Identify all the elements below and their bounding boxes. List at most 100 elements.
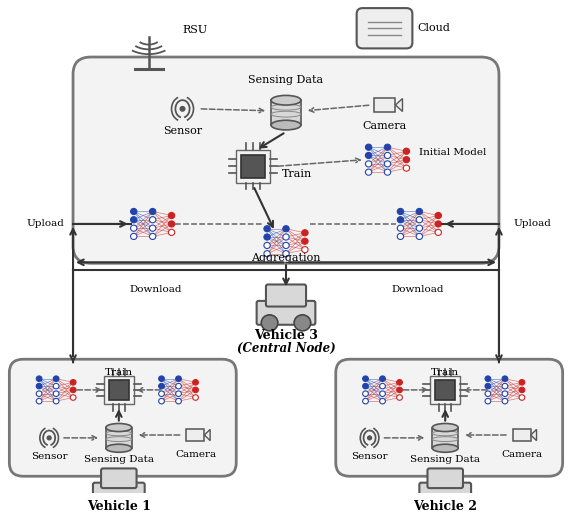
Circle shape — [502, 398, 508, 404]
Text: Sensor: Sensor — [31, 452, 67, 461]
Circle shape — [485, 376, 491, 381]
Circle shape — [264, 242, 271, 248]
Circle shape — [176, 383, 181, 389]
Circle shape — [384, 169, 391, 175]
Circle shape — [502, 383, 508, 389]
Circle shape — [70, 395, 76, 400]
Text: Sensing Data: Sensing Data — [248, 75, 324, 85]
Circle shape — [398, 208, 404, 215]
Polygon shape — [531, 430, 537, 441]
Circle shape — [435, 229, 442, 236]
Text: Download: Download — [129, 285, 182, 294]
Circle shape — [130, 225, 137, 231]
Circle shape — [176, 376, 181, 381]
Circle shape — [168, 229, 174, 236]
Circle shape — [283, 250, 289, 257]
Text: Vehicle 1: Vehicle 1 — [87, 500, 151, 512]
Circle shape — [519, 387, 525, 393]
FancyBboxPatch shape — [419, 483, 471, 504]
Ellipse shape — [271, 95, 301, 105]
Bar — [109, 380, 129, 399]
Circle shape — [36, 376, 42, 381]
Text: Train: Train — [105, 368, 133, 377]
Ellipse shape — [271, 120, 301, 130]
Bar — [271, 100, 301, 125]
Circle shape — [416, 225, 423, 231]
Circle shape — [168, 212, 174, 219]
Circle shape — [366, 161, 372, 167]
FancyBboxPatch shape — [257, 301, 315, 325]
Circle shape — [384, 153, 391, 159]
Circle shape — [193, 379, 198, 385]
Text: Vehicle 2: Vehicle 2 — [413, 500, 477, 512]
Circle shape — [176, 391, 181, 396]
Text: Sensor: Sensor — [163, 126, 202, 136]
Circle shape — [384, 161, 391, 167]
Circle shape — [380, 383, 386, 389]
FancyBboxPatch shape — [266, 285, 306, 307]
Text: Sensor: Sensor — [351, 452, 388, 461]
FancyBboxPatch shape — [427, 468, 463, 488]
Circle shape — [485, 398, 491, 404]
FancyBboxPatch shape — [101, 468, 137, 488]
Bar — [236, 150, 270, 183]
Text: Train: Train — [431, 368, 459, 377]
Circle shape — [149, 233, 156, 240]
Circle shape — [301, 230, 308, 236]
Text: Cloud: Cloud — [418, 23, 451, 33]
Circle shape — [193, 395, 198, 400]
Text: Train: Train — [282, 169, 312, 179]
Bar — [430, 375, 460, 404]
Ellipse shape — [432, 423, 458, 432]
Text: RSU: RSU — [183, 25, 208, 35]
Circle shape — [294, 315, 311, 331]
Circle shape — [264, 250, 271, 257]
Circle shape — [158, 391, 164, 396]
Text: Sensing Data: Sensing Data — [410, 456, 480, 464]
Circle shape — [363, 383, 368, 389]
Circle shape — [396, 387, 403, 393]
Bar — [106, 428, 132, 448]
Text: (Central Node): (Central Node) — [237, 342, 335, 355]
Circle shape — [168, 221, 174, 227]
FancyBboxPatch shape — [9, 359, 236, 476]
Bar — [241, 155, 265, 178]
Ellipse shape — [106, 444, 132, 452]
Circle shape — [97, 495, 112, 509]
Circle shape — [193, 387, 198, 393]
Circle shape — [380, 398, 386, 404]
Circle shape — [416, 233, 423, 240]
Circle shape — [403, 157, 410, 163]
Bar — [435, 380, 455, 399]
Circle shape — [53, 391, 59, 396]
Bar — [513, 429, 531, 441]
Circle shape — [502, 376, 508, 381]
Text: Download: Download — [391, 285, 444, 294]
Text: Aggregation: Aggregation — [251, 253, 321, 264]
Circle shape — [366, 144, 372, 151]
Circle shape — [363, 376, 368, 381]
Circle shape — [366, 153, 372, 159]
Circle shape — [424, 495, 438, 509]
Circle shape — [36, 383, 42, 389]
Circle shape — [264, 226, 271, 232]
Circle shape — [368, 436, 372, 440]
Bar — [104, 375, 134, 404]
Circle shape — [485, 383, 491, 389]
Circle shape — [264, 234, 271, 240]
Circle shape — [380, 391, 386, 396]
Bar — [186, 429, 204, 441]
Circle shape — [283, 234, 289, 240]
Circle shape — [403, 165, 410, 171]
Circle shape — [398, 233, 404, 240]
FancyBboxPatch shape — [357, 8, 412, 49]
Circle shape — [519, 379, 525, 385]
Circle shape — [149, 225, 156, 231]
Circle shape — [301, 238, 308, 244]
Circle shape — [435, 212, 442, 219]
Circle shape — [416, 208, 423, 215]
Text: Initial Model: Initial Model — [419, 148, 487, 158]
Circle shape — [416, 217, 423, 223]
Circle shape — [130, 233, 137, 240]
Circle shape — [380, 376, 386, 381]
